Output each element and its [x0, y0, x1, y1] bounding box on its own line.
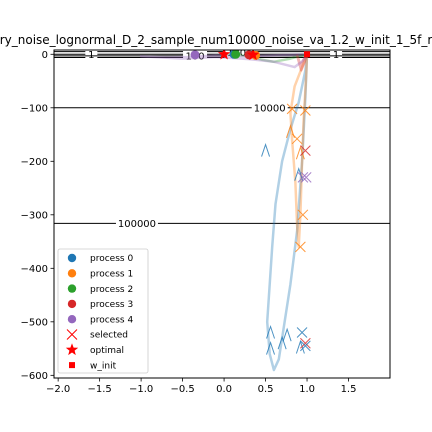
contour-label: 1: [88, 50, 94, 61]
y-tick-label: 0: [42, 50, 48, 61]
legend-marker: [69, 362, 75, 369]
contour-label-bg: [251, 101, 288, 114]
legend-marker: [66, 329, 78, 340]
end-point-process-4: [190, 50, 200, 60]
y-tick-label: −400: [21, 264, 48, 275]
lambda-marker: [261, 143, 271, 157]
legend-label: selected: [90, 331, 128, 341]
contour-label: 10000: [254, 103, 286, 114]
selected-marker: [300, 340, 311, 352]
lambda-marker: [266, 324, 276, 339]
contour-label-bg: [115, 217, 158, 230]
selected-marker: [296, 327, 308, 338]
end-point-process-2: [231, 50, 241, 59]
x-tick-label: 0.0: [216, 384, 232, 395]
series-layer: [139, 53, 309, 372]
selected-marker: [300, 337, 311, 349]
legend-label: process 3: [90, 300, 133, 310]
axis-layer: −2.0 −1.5 −1.0 −0.5 0.0 0.5 1.0 1.5 0 −100 −200 −30…: [21, 50, 357, 395]
w-init-marker: [304, 51, 311, 58]
contour-layer: 1110010010000100000: [54, 50, 390, 230]
legend-marker: [67, 299, 77, 309]
selected-marker: [297, 209, 309, 221]
legend-marker: [67, 269, 77, 278]
legend-marker: [67, 284, 77, 293]
x-tick-label: −0.5: [170, 384, 194, 395]
legend-label: w_init: [90, 361, 117, 371]
lambda-marker: [277, 335, 287, 350]
selected-marker: [286, 103, 298, 115]
lambda-marker: [266, 340, 276, 355]
y-tick-label: −200: [21, 157, 48, 168]
selected-marker: [291, 133, 303, 145]
x-tick-label: 1.5: [341, 384, 357, 395]
x-tick-label: −1.5: [87, 384, 111, 395]
contour-label: 100000: [118, 219, 156, 230]
selected-marker: [300, 171, 312, 183]
x-tick-label: −2.0: [46, 384, 70, 395]
chart-title: ry_noise_lognormal_D_2_sample_num10000_n…: [0, 33, 432, 47]
contour-label: 1: [333, 50, 339, 61]
optimal-marker: [217, 50, 231, 60]
trajectory-process-1: [289, 53, 309, 249]
y-tick-label: −600: [21, 371, 48, 382]
lambda-marker: [285, 124, 295, 139]
x-tick-label: −1.0: [129, 384, 153, 395]
marker-layer: [190, 50, 312, 355]
selected-marker: [300, 105, 311, 116]
selected-marker: [295, 241, 306, 253]
y-tick-label: −300: [21, 210, 48, 221]
legend-box: [57, 248, 149, 374]
legend-label: optimal: [90, 346, 124, 356]
lambda-marker: [282, 327, 292, 342]
y-tick-label: −500: [21, 317, 48, 328]
selected-marker: [297, 171, 309, 183]
x-tick-label: 1.0: [299, 384, 315, 395]
plot-frame: [53, 49, 391, 379]
legend-label: process 2: [90, 285, 133, 295]
trajectory-process-3: [295, 53, 309, 72]
x-tick-label: 0.5: [258, 384, 274, 395]
lambda-marker: [294, 167, 304, 181]
contour-label-bg: [85, 50, 98, 61]
optimal-marker: [246, 50, 260, 61]
legend-label: process 4: [90, 315, 133, 325]
contour-label-bg: [330, 50, 343, 61]
legend-label: process 0: [90, 254, 133, 264]
lambda-marker: [295, 145, 305, 160]
selected-marker: [300, 145, 311, 156]
y-tick-label: −100: [21, 103, 48, 114]
legend-marker: [67, 253, 77, 263]
legend-marker: [67, 315, 77, 324]
legend: process 0 process 1 process 2 process 3 proc…: [57, 248, 149, 374]
legend-marker: [65, 343, 79, 356]
legend-label: process 1: [90, 270, 133, 280]
